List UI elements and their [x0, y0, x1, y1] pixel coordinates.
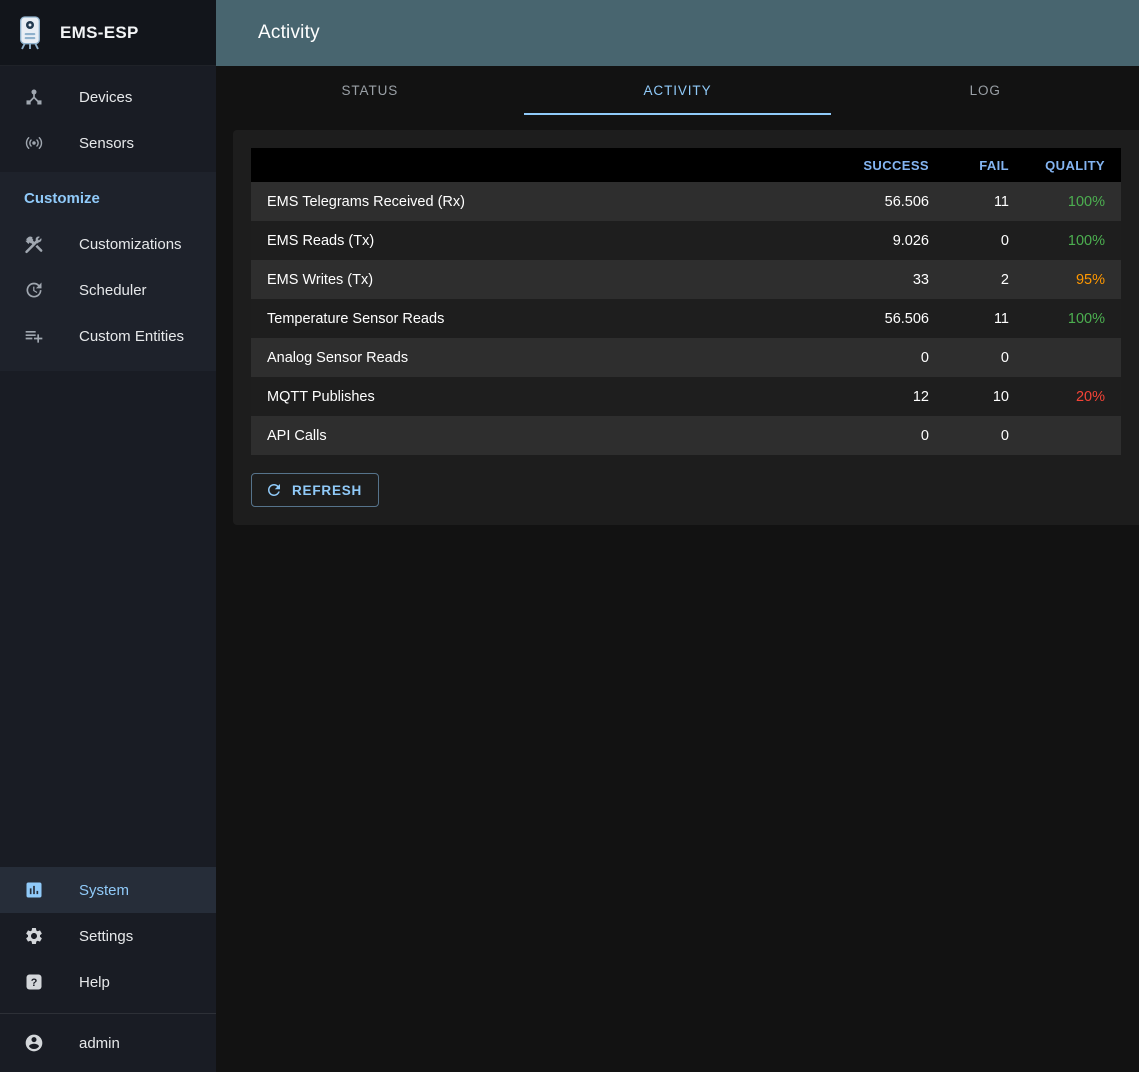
- table-row: EMS Reads (Tx) 9.026 0 100%: [251, 221, 1121, 260]
- sidebar-item-sensors[interactable]: Sensors: [0, 120, 216, 166]
- col-header-quality: QUALITY: [1045, 157, 1105, 173]
- schedule-clock-icon: [24, 280, 44, 300]
- success-value: 0: [920, 427, 929, 444]
- assessment-chart-icon: [24, 880, 44, 900]
- sidebar-header: EMS-ESP: [0, 0, 216, 66]
- sidebar-item-scheduler[interactable]: Scheduler: [0, 267, 216, 313]
- success-value: 9.026: [892, 232, 929, 249]
- sidebar-item-custom-entities[interactable]: Custom Entities: [0, 313, 216, 359]
- sidebar-item-label: Scheduler: [79, 281, 147, 299]
- sidebar-main-nav: Devices Sensors: [0, 66, 216, 166]
- table-row: MQTT Publishes 12 10 20%: [251, 377, 1121, 416]
- svg-text:?: ?: [31, 977, 38, 989]
- sidebar-item-label: Settings: [79, 927, 134, 945]
- sidebar-item-settings[interactable]: Settings: [0, 913, 216, 959]
- sidebar-item-label: Help: [79, 973, 110, 991]
- sidebar-item-system[interactable]: System: [0, 867, 216, 913]
- sidebar-spacer: [0, 371, 216, 867]
- app-title: EMS-ESP: [60, 22, 139, 42]
- device-hub-icon: [24, 87, 44, 107]
- sidebar-item-label: Devices: [79, 88, 133, 106]
- sidebar-user-label: admin: [79, 1034, 120, 1052]
- help-icon: ?: [24, 972, 44, 992]
- refresh-icon: [265, 481, 283, 499]
- sidebar-item-admin[interactable]: admin: [0, 1014, 216, 1072]
- metric-name: EMS Telegrams Received (Rx): [267, 193, 465, 210]
- page-title: Activity: [258, 22, 320, 43]
- quality-value: 95%: [1075, 271, 1105, 288]
- ems-esp-logo-icon: [14, 14, 46, 52]
- metric-name: MQTT Publishes: [267, 388, 375, 405]
- customize-section-label: Customize: [24, 190, 100, 207]
- fail-value: 11: [993, 193, 1009, 210]
- main-area: Activity STATUS ACTIVITY LOG SUCCESS FAI…: [216, 0, 1139, 1072]
- table-row: Analog Sensor Reads 0 0: [251, 338, 1121, 377]
- fail-value: 11: [993, 310, 1009, 327]
- metric-name: API Calls: [267, 427, 327, 444]
- sidebar-item-label: System: [79, 881, 130, 899]
- playlist-add-icon: [24, 326, 44, 346]
- table-row: Temperature Sensor Reads 56.506 11 100%: [251, 299, 1121, 338]
- sidebar-item-label: Sensors: [79, 134, 135, 152]
- quality-value: 100%: [1067, 310, 1105, 327]
- sidebar-bottom-nav: System Settings ? Help: [0, 867, 216, 1005]
- table-row: EMS Telegrams Received (Rx) 56.506 11 10…: [251, 182, 1121, 221]
- table-header-row: SUCCESS FAIL QUALITY: [251, 148, 1121, 182]
- customize-section: Customize Customizations Scheduler Custo…: [0, 172, 216, 371]
- fail-value: 10: [992, 388, 1009, 405]
- tab-bar: STATUS ACTIVITY LOG: [216, 66, 1139, 115]
- sidebar: EMS-ESP Devices Sensors Customize: [0, 0, 216, 1072]
- metric-name: EMS Writes (Tx): [267, 271, 374, 288]
- refresh-button[interactable]: REFRESH: [251, 473, 380, 507]
- success-value: 56.506: [884, 193, 929, 210]
- fail-value: 0: [1000, 349, 1009, 366]
- col-header-fail: FAIL: [979, 157, 1009, 173]
- quality-value: 100%: [1067, 232, 1105, 249]
- table-row: API Calls 0 0: [251, 416, 1121, 455]
- fail-value: 0: [1000, 427, 1009, 444]
- gear-icon: [24, 926, 44, 946]
- tab-activity[interactable]: ACTIVITY: [523, 66, 832, 115]
- fail-value: 2: [1000, 271, 1009, 288]
- quality-value: 100%: [1067, 193, 1105, 210]
- sidebar-divider: [0, 1013, 216, 1014]
- metric-name: Analog Sensor Reads: [267, 349, 409, 366]
- success-value: 33: [912, 271, 929, 288]
- sensors-icon: [24, 133, 44, 153]
- construction-tools-icon: [24, 234, 44, 254]
- sidebar-item-label: Custom Entities: [79, 327, 185, 345]
- content-area: SUCCESS FAIL QUALITY EMS Telegrams Recei…: [216, 115, 1139, 1072]
- success-value: 0: [920, 349, 929, 366]
- tab-log[interactable]: LOG: [969, 83, 1001, 98]
- sidebar-item-devices[interactable]: Devices: [0, 74, 216, 120]
- col-header-success: SUCCESS: [863, 157, 929, 173]
- sidebar-item-customizations[interactable]: Customizations: [0, 221, 216, 267]
- sidebar-item-label: Customizations: [79, 235, 182, 253]
- metric-name: Temperature Sensor Reads: [267, 310, 445, 327]
- metric-name: EMS Reads (Tx): [267, 232, 375, 249]
- sidebar-item-help[interactable]: ? Help: [0, 959, 216, 1005]
- refresh-button-label: REFRESH: [292, 482, 363, 498]
- success-value: 12: [912, 388, 929, 405]
- table-row: EMS Writes (Tx) 33 2 95%: [251, 260, 1121, 299]
- fail-value: 0: [1000, 232, 1009, 249]
- account-circle-icon: [24, 1033, 44, 1053]
- quality-value: 20%: [1075, 388, 1105, 405]
- table-body: EMS Telegrams Received (Rx) 56.506 11 10…: [251, 182, 1121, 455]
- tab-status[interactable]: STATUS: [341, 83, 399, 98]
- topbar: Activity: [216, 0, 1139, 66]
- activity-card: SUCCESS FAIL QUALITY EMS Telegrams Recei…: [233, 130, 1139, 525]
- success-value: 56.506: [884, 310, 929, 327]
